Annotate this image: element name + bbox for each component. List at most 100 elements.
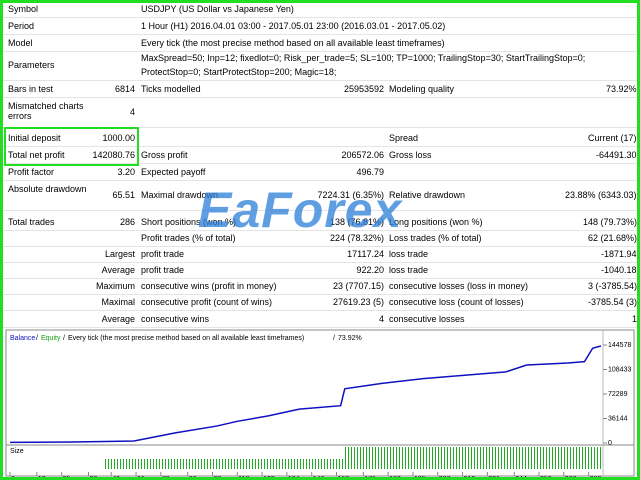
y-tick-label: 144578 xyxy=(608,342,631,349)
chart-quality: 73.92% xyxy=(338,335,362,342)
x-tick-label: 244 xyxy=(515,476,527,478)
stat-value: 3 (-3785.54) xyxy=(588,281,638,291)
row xyxy=(3,3,637,18)
stat-label: profit trade xyxy=(141,249,185,259)
stat-value: 4 xyxy=(129,107,135,117)
x-tick-label: 38 xyxy=(90,476,98,478)
x-tick-label: 256 xyxy=(540,476,552,478)
stat-label: Total trades xyxy=(8,216,55,227)
separator: / xyxy=(63,335,65,342)
row xyxy=(3,50,637,81)
stat-label: Relative drawdown xyxy=(389,190,466,200)
stat-value: 65.51 xyxy=(112,190,135,200)
stat-value: -1040.18 xyxy=(601,265,637,275)
stat-label: consecutive wins xyxy=(141,314,210,324)
legend-balance: Balance xyxy=(10,335,35,342)
stat-label: consecutive profit (count of wins) xyxy=(141,297,273,307)
stat-value: 7224.31 (6.35%) xyxy=(317,190,384,200)
stat-label: Bars in test xyxy=(8,83,54,94)
stat-label: Maximal drawdown xyxy=(141,190,219,200)
stat-value: 142080.76 xyxy=(92,149,135,160)
row xyxy=(3,294,637,311)
stat-value: 148 (79.73%) xyxy=(583,216,638,227)
row xyxy=(3,163,637,181)
stat-label: Profit trades (% of total) xyxy=(141,233,236,243)
y-tick-label: 108433 xyxy=(608,366,631,373)
separator: / xyxy=(333,335,335,342)
stat-label: Spread xyxy=(389,132,419,143)
setting-value: USDJPY (US Dollar vs Japanese Yen) xyxy=(141,4,294,14)
stat-label: Expected payoff xyxy=(141,166,206,177)
stat-value: 286 xyxy=(119,216,135,227)
stat-label: consecutive losses xyxy=(389,314,465,324)
stat-label: consecutive wins (profit in money) xyxy=(141,281,277,291)
stat-label: Absolute drawdown xyxy=(8,184,87,194)
row xyxy=(3,35,637,52)
stat-label: consecutive losses (loss in money) xyxy=(389,281,529,291)
stat-value: 922.20 xyxy=(356,265,384,275)
x-tick-label: 25 xyxy=(63,476,71,478)
stat-value: 224 (78.32%) xyxy=(329,233,384,243)
row xyxy=(3,180,637,211)
stat-label: Largest xyxy=(104,249,135,259)
setting-label: Symbol xyxy=(8,4,39,14)
size-label: Size xyxy=(10,448,24,455)
highlight-box xyxy=(4,127,139,166)
x-tick-label: 207 xyxy=(439,476,451,478)
row xyxy=(3,97,637,128)
stat-label: Gross loss xyxy=(389,149,432,160)
stat-label: Maximum xyxy=(95,281,135,291)
stat-label: Profit factor xyxy=(8,166,55,177)
watermark: EaForex xyxy=(198,182,403,238)
setting-value: Every tick (the most precise method base… xyxy=(141,38,445,48)
x-tick-label: 146 xyxy=(313,476,325,478)
stat-value: 27619.23 (5) xyxy=(332,297,384,307)
stat-label: loss trade xyxy=(389,249,429,259)
row xyxy=(3,80,637,98)
stat-label: Total net profit xyxy=(8,149,65,160)
row xyxy=(3,278,637,295)
stat-value: 4 xyxy=(378,314,384,324)
row xyxy=(3,311,637,328)
stat-label: Mismatched charts errors xyxy=(8,101,84,121)
x-tick-label: 0 xyxy=(11,476,15,478)
stat-value: 6814 xyxy=(114,83,135,94)
stat-label: loss trade xyxy=(389,265,429,275)
row xyxy=(3,146,637,164)
x-tick-label: 231 xyxy=(488,476,500,478)
x-tick-label: 49 xyxy=(112,476,120,478)
balance-line xyxy=(9,345,602,444)
row xyxy=(3,18,637,35)
stat-label: Short positions (won %) xyxy=(141,216,237,227)
row xyxy=(3,230,637,247)
stat-value: -3785.54 (3) xyxy=(588,297,638,307)
stat-label: Ticks modelled xyxy=(141,83,201,94)
stat-label: Average xyxy=(101,265,135,275)
stat-label: Gross profit xyxy=(141,149,188,160)
setting-value: 1 Hour (H1) 2016.04.01 03:00 - 2017.05.0… xyxy=(141,21,446,31)
stat-value: 23 (7707.15) xyxy=(332,281,384,291)
x-tick-label: 122 xyxy=(263,476,275,478)
size-bars xyxy=(343,447,601,469)
x-tick-label: 171 xyxy=(364,476,376,478)
x-tick-label: 61 xyxy=(137,476,145,478)
stat-label: Modeling quality xyxy=(389,83,455,94)
stat-label: Long positions (won %) xyxy=(389,216,483,227)
stat-value: 73.92% xyxy=(606,83,637,94)
y-tick-label: 0 xyxy=(608,440,612,447)
stat-value: 496.79 xyxy=(356,166,384,177)
x-tick-label: 183 xyxy=(389,476,401,478)
x-tick-label: 98 xyxy=(214,476,222,478)
stat-value: 138 (76.81%) xyxy=(329,216,384,227)
x-tick-label: 86 xyxy=(189,476,197,478)
x-tick-label: 110 xyxy=(238,476,249,478)
setting-label: Parameters xyxy=(8,60,55,70)
x-tick-label: 73 xyxy=(162,476,170,478)
size-bars xyxy=(103,459,343,469)
row xyxy=(3,246,637,263)
setting-label: Period xyxy=(8,21,35,31)
stat-value: 25953592 xyxy=(343,83,384,94)
stat-label: Initial deposit xyxy=(8,132,61,143)
